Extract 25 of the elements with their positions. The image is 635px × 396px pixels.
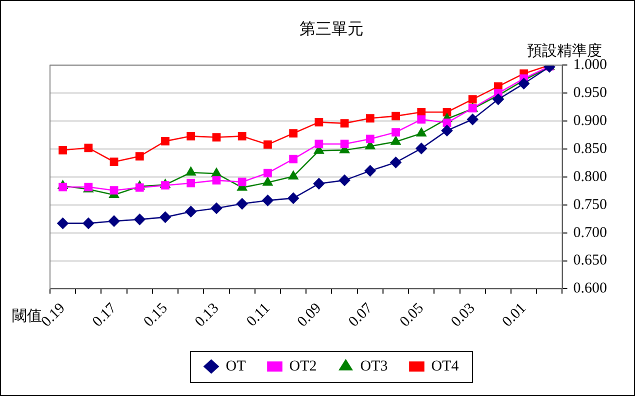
y-tick-label: 0.850 — [573, 140, 607, 157]
x-axis-title: 閾值 — [12, 308, 42, 325]
legend-label: OT — [226, 358, 246, 374]
legend-label: OT3 — [360, 358, 388, 374]
y-tick-label: 0.600 — [573, 280, 607, 297]
x-tick-label: 0.01 — [500, 300, 530, 330]
x-tick-label: 0.03 — [448, 300, 478, 330]
y-tick-label: 0.800 — [573, 168, 607, 185]
chart-title: 第三單元 — [300, 20, 364, 38]
y-axis-title: 預設精準度 — [526, 42, 602, 60]
y-tick-label: 0.900 — [573, 113, 607, 130]
x-tick-label: 0.17 — [90, 300, 120, 330]
x-tick-label: 0.09 — [294, 300, 325, 330]
y-tick-label: 0.650 — [573, 252, 607, 269]
x-tick-label: 0.05 — [397, 300, 427, 330]
y-tick-label: 0.700 — [573, 224, 607, 241]
x-tick-label: 0.13 — [192, 300, 222, 330]
y-tick-label: 0.950 — [573, 85, 607, 102]
y-tick-label: 1.000 — [573, 57, 607, 74]
x-tick-label: 0.11 — [244, 300, 274, 330]
y-tick-label: 0.750 — [573, 196, 607, 213]
x-tick-label: 0.15 — [140, 300, 171, 330]
legend-label: OT2 — [289, 358, 317, 374]
x-tick-label: 0.07 — [346, 300, 376, 330]
legend-label: OT4 — [431, 358, 460, 374]
